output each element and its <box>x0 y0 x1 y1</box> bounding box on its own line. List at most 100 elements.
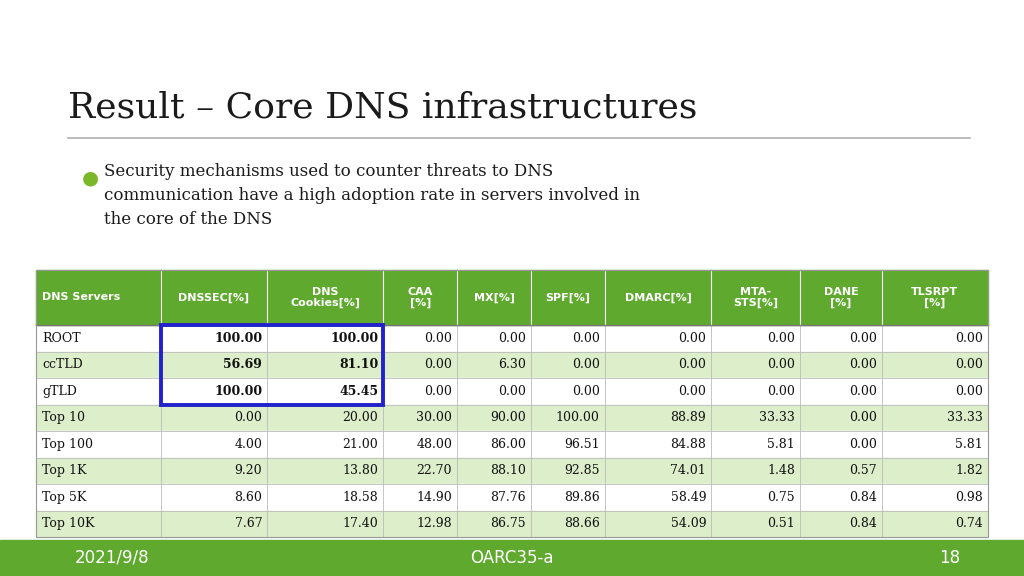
Text: 0.00: 0.00 <box>424 385 453 398</box>
Text: 21.00: 21.00 <box>343 438 378 451</box>
Bar <box>457 270 531 325</box>
Text: 100.00: 100.00 <box>556 411 600 425</box>
Bar <box>161 270 267 325</box>
Text: 84.88: 84.88 <box>671 438 707 451</box>
Text: 0.00: 0.00 <box>498 385 526 398</box>
Text: 54.09: 54.09 <box>671 517 707 530</box>
Text: 18: 18 <box>939 549 961 567</box>
Text: 88.10: 88.10 <box>490 464 526 478</box>
Text: 100.00: 100.00 <box>331 332 378 345</box>
Text: 0.75: 0.75 <box>768 491 796 504</box>
Text: Top 1K: Top 1K <box>42 464 86 478</box>
Text: 9.20: 9.20 <box>234 464 262 478</box>
Text: gTLD: gTLD <box>42 385 77 398</box>
Text: Top 10: Top 10 <box>42 411 85 425</box>
Text: 0.74: 0.74 <box>955 517 983 530</box>
Bar <box>36 404 988 431</box>
Bar <box>36 351 988 378</box>
Text: TLSRPT
[%]: TLSRPT [%] <box>911 287 958 308</box>
Bar <box>36 431 988 457</box>
Text: 0.98: 0.98 <box>955 491 983 504</box>
Text: 0.00: 0.00 <box>849 332 877 345</box>
Text: 33.33: 33.33 <box>760 411 796 425</box>
Text: 18.58: 18.58 <box>343 491 378 504</box>
Text: 1.82: 1.82 <box>955 464 983 478</box>
Text: 8.60: 8.60 <box>234 491 262 504</box>
Text: 0.00: 0.00 <box>678 385 707 398</box>
Text: ROOT: ROOT <box>42 332 81 345</box>
Text: 0.00: 0.00 <box>767 358 796 372</box>
Text: 48.00: 48.00 <box>417 438 453 451</box>
Text: DANE
[%]: DANE [%] <box>823 287 858 308</box>
Text: 0.00: 0.00 <box>955 358 983 372</box>
Text: 89.86: 89.86 <box>564 491 600 504</box>
Text: 88.89: 88.89 <box>671 411 707 425</box>
Text: DNS
Cookies[%]: DNS Cookies[%] <box>290 287 360 308</box>
Text: 81.10: 81.10 <box>339 358 378 372</box>
Text: 30.00: 30.00 <box>417 411 453 425</box>
Text: SPF[%]: SPF[%] <box>546 293 591 302</box>
Text: 0.00: 0.00 <box>424 358 453 372</box>
Text: ●: ● <box>82 168 99 187</box>
Text: 0.00: 0.00 <box>572 332 600 345</box>
Text: 0.00: 0.00 <box>849 385 877 398</box>
Text: 0.51: 0.51 <box>767 517 796 530</box>
Text: 0.00: 0.00 <box>955 332 983 345</box>
Text: 0.84: 0.84 <box>849 517 877 530</box>
Text: 0.00: 0.00 <box>678 332 707 345</box>
Text: DNSSEC[%]: DNSSEC[%] <box>178 293 250 302</box>
Text: 6.30: 6.30 <box>498 358 526 372</box>
Text: 0.00: 0.00 <box>849 358 877 372</box>
Text: 14.90: 14.90 <box>417 491 453 504</box>
Bar <box>36 378 988 404</box>
Text: ccTLD: ccTLD <box>42 358 83 372</box>
Text: Top 100: Top 100 <box>42 438 93 451</box>
Text: 96.51: 96.51 <box>564 438 600 451</box>
Bar <box>383 270 457 325</box>
Text: 0.57: 0.57 <box>849 464 877 478</box>
Bar <box>882 270 988 325</box>
Text: 7.67: 7.67 <box>234 517 262 530</box>
Text: Security mechanisms used to counter threats to DNS
communication have a high ado: Security mechanisms used to counter thre… <box>104 163 640 228</box>
Text: 87.76: 87.76 <box>490 491 526 504</box>
Text: Top 5K: Top 5K <box>42 491 86 504</box>
Text: 20.00: 20.00 <box>343 411 378 425</box>
Text: 0.00: 0.00 <box>955 385 983 398</box>
Text: 0.00: 0.00 <box>767 332 796 345</box>
Text: 0.00: 0.00 <box>678 358 707 372</box>
Text: 5.81: 5.81 <box>955 438 983 451</box>
Text: 100.00: 100.00 <box>214 385 262 398</box>
Text: CAA
[%]: CAA [%] <box>408 287 433 308</box>
Text: 0.00: 0.00 <box>498 332 526 345</box>
Text: 1.48: 1.48 <box>767 464 796 478</box>
Text: MX[%]: MX[%] <box>473 293 515 302</box>
Bar <box>36 325 988 351</box>
Text: DMARC[%]: DMARC[%] <box>625 293 691 302</box>
Text: 0.00: 0.00 <box>767 385 796 398</box>
Text: 56.69: 56.69 <box>223 358 262 372</box>
Text: 90.00: 90.00 <box>490 411 526 425</box>
Text: 5.81: 5.81 <box>767 438 796 451</box>
Text: 0.00: 0.00 <box>234 411 262 425</box>
Text: 0.84: 0.84 <box>849 491 877 504</box>
Text: 58.49: 58.49 <box>671 491 707 504</box>
Text: 12.98: 12.98 <box>417 517 453 530</box>
Text: 0.00: 0.00 <box>424 332 453 345</box>
Text: OARC35-a: OARC35-a <box>470 549 554 567</box>
Bar <box>605 270 712 325</box>
Text: 13.80: 13.80 <box>342 464 378 478</box>
Text: 17.40: 17.40 <box>343 517 378 530</box>
Bar <box>36 270 161 325</box>
Text: 33.33: 33.33 <box>947 411 983 425</box>
Text: MTA-
STS[%]: MTA- STS[%] <box>733 287 778 308</box>
Text: 88.66: 88.66 <box>564 517 600 530</box>
Text: 0.00: 0.00 <box>572 358 600 372</box>
Text: 86.00: 86.00 <box>490 438 526 451</box>
Bar <box>36 484 988 510</box>
Bar <box>36 510 988 537</box>
Bar <box>161 325 383 404</box>
Text: 0.00: 0.00 <box>849 411 877 425</box>
Text: 100.00: 100.00 <box>214 332 262 345</box>
Text: 45.45: 45.45 <box>339 385 378 398</box>
Text: Result – Core DNS infrastructures: Result – Core DNS infrastructures <box>68 91 697 125</box>
